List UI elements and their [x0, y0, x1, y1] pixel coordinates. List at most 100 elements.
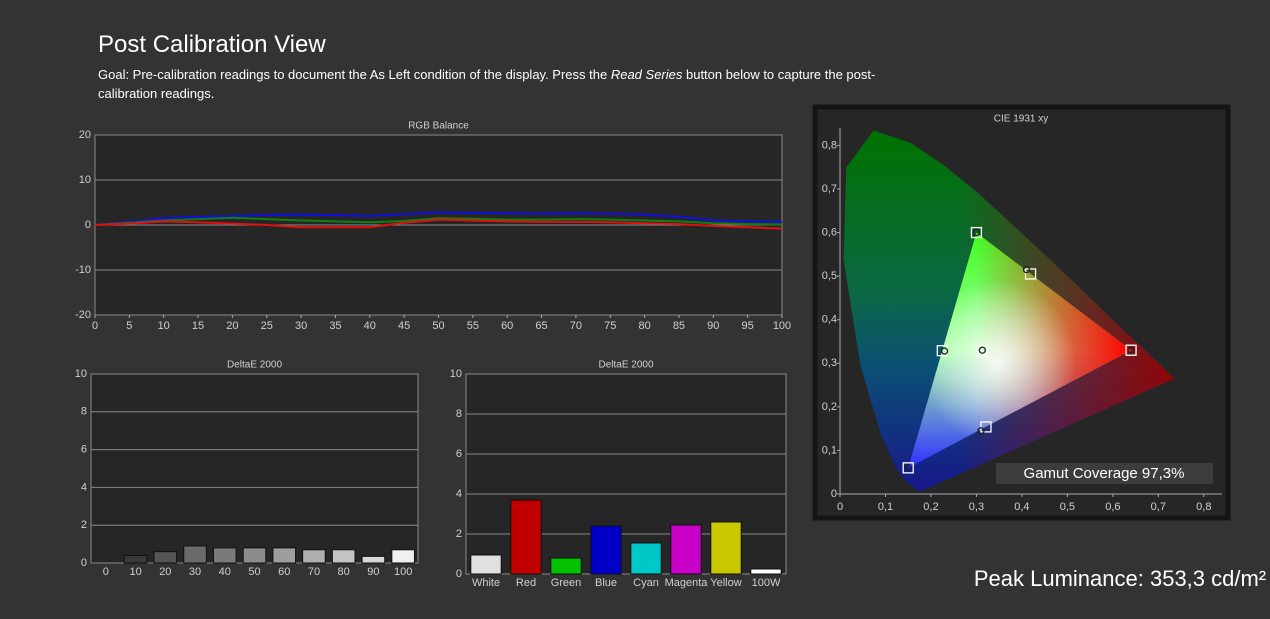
x-tick-label: 40 [219, 566, 231, 578]
y-tick-label: 0 [831, 488, 837, 500]
target-point [902, 462, 914, 474]
x-tick-label: 20 [226, 320, 238, 332]
x-tick-label: Blue [595, 577, 617, 589]
x-tick-label: 20 [159, 566, 171, 578]
goal-text: Goal: Pre-calibration readings to docume… [98, 65, 888, 103]
x-tick-label: 100 [773, 320, 791, 332]
x-tick-label: 0,8 [1196, 501, 1211, 513]
measured-point [972, 228, 981, 237]
bar [123, 554, 148, 564]
x-tick-label: Magenta [665, 577, 709, 589]
x-tick-label: 80 [638, 320, 650, 332]
y-tick-label: 0 [81, 557, 87, 569]
x-tick-label: 0,1 [878, 501, 893, 513]
chart-title: CIE 1931 xy [994, 114, 1048, 125]
bar [550, 557, 582, 575]
goal-part: Goal: Pre-calibration readings to docume… [98, 67, 611, 82]
y-tick-label: 2 [81, 519, 87, 531]
y-tick-label: 0 [85, 219, 91, 231]
gamut-triangle-white [908, 232, 1132, 468]
x-tick-label: 95 [742, 320, 754, 332]
target-point [976, 344, 988, 357]
x-tick-label: 60 [501, 320, 513, 332]
bar [590, 525, 622, 575]
page-title: Post Calibration View [98, 31, 326, 58]
x-tick-label: 50 [248, 566, 260, 578]
x-tick-label: 25 [261, 320, 273, 332]
plot-area [90, 373, 419, 564]
x-tick-label: 0,2 [923, 501, 938, 513]
y-tick-label: 20 [79, 129, 91, 141]
y-tick-label: 4 [81, 481, 87, 493]
measured-point [978, 346, 986, 354]
y-tick-label: 0,8 [822, 139, 837, 151]
measured-point [904, 464, 912, 472]
x-tick-label: 30 [189, 566, 201, 578]
x-tick-label: Red [516, 577, 536, 589]
bar [750, 568, 782, 575]
x-tick-label: 70 [308, 566, 320, 578]
gamut-coverage: Gamut Coverage 97,3% [1024, 465, 1185, 482]
y-tick-label: 0,7 [822, 183, 837, 195]
peak-luminance: Peak Luminance: 353,3 cd/m² [974, 566, 1266, 591]
x-tick-label: 90 [367, 566, 379, 578]
annotation-box [996, 463, 1213, 484]
y-tick-label: 0,1 [822, 444, 837, 456]
x-tick-label: 30 [295, 320, 307, 332]
x-tick-label: Yellow [710, 577, 741, 589]
x-tick-label: 50 [432, 320, 444, 332]
y-tick-label: 8 [456, 408, 462, 420]
bar [331, 549, 356, 564]
bar [212, 547, 237, 564]
measured-point [940, 347, 949, 355]
bar [510, 499, 542, 575]
x-tick-label: 70 [570, 320, 582, 332]
x-tick-label: 90 [707, 320, 719, 332]
x-tick-label: Green [551, 577, 582, 589]
bar [670, 524, 702, 575]
target-point [1125, 344, 1137, 356]
y-tick-label: 0,4 [822, 314, 837, 326]
chart-title: RGB Balance [408, 121, 469, 132]
x-tick-label: 100W [752, 577, 781, 589]
goal-part: button below to capture the post-calibra… [98, 67, 876, 101]
x-tick-label: 60 [278, 566, 290, 578]
y-tick-label: 6 [456, 448, 462, 460]
bar [630, 542, 662, 575]
y-tick-label: 4 [456, 488, 462, 500]
x-tick-label: 0,3 [969, 501, 984, 513]
target-point [980, 421, 992, 433]
y-tick-label: 0 [456, 568, 462, 580]
y-tick-label: -10 [75, 264, 91, 276]
x-tick-label: 75 [604, 320, 616, 332]
bar [470, 554, 502, 575]
y-tick-label: 10 [79, 174, 91, 186]
bar [710, 521, 742, 575]
y-tick-label: -20 [75, 309, 91, 321]
target-point [1024, 268, 1037, 280]
x-tick-label: 0,6 [1105, 501, 1120, 513]
x-tick-label: 65 [535, 320, 547, 332]
chart-title: DeltaE 2000 [227, 360, 282, 371]
x-tick-label: 85 [673, 320, 685, 332]
x-tick-label: 0,5 [1060, 501, 1075, 513]
y-tick-label: 0,3 [822, 357, 837, 369]
x-tick-label: 10 [129, 566, 141, 578]
x-tick-label: 5 [126, 320, 132, 332]
bar [272, 547, 297, 564]
chart-title: DeltaE 2000 [598, 360, 653, 371]
target-point [970, 226, 983, 239]
y-tick-label: 0,5 [822, 270, 837, 282]
y-tick-label: 10 [450, 368, 462, 380]
x-tick-label: 35 [329, 320, 341, 332]
x-tick-label: Cyan [633, 577, 659, 589]
x-tick-label: 0,4 [1014, 501, 1029, 513]
y-tick-label: 0,6 [822, 226, 837, 238]
measured-point [1127, 346, 1135, 354]
bar [391, 549, 415, 564]
series-line [94, 216, 783, 226]
bar [242, 547, 267, 564]
x-tick-label: 80 [338, 566, 350, 578]
